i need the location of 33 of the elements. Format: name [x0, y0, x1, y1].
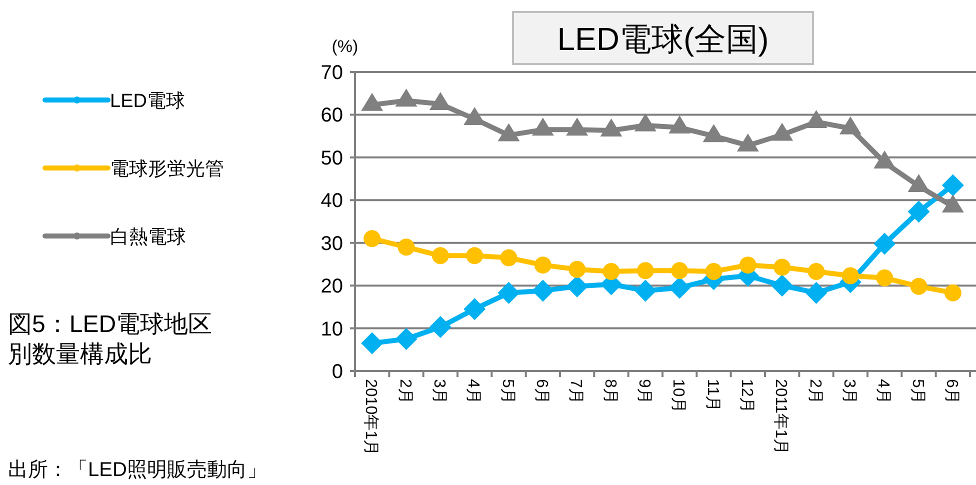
- y-tick-label: 40: [320, 190, 343, 212]
- x-tick-label: 2011年1月: [772, 379, 790, 454]
- text: 出所：「LED照明販売動向」: [8, 459, 267, 481]
- x-tick-label: 7月: [567, 379, 584, 404]
- x-tick-label: 5月: [908, 379, 926, 404]
- y-tick-label: 0: [332, 361, 343, 383]
- y-tick-label: 20: [320, 276, 343, 298]
- x-tick-label: 3月: [840, 379, 858, 404]
- x-tick-label: 8月: [601, 379, 618, 404]
- y-tick-label: 70: [320, 62, 343, 84]
- x-tick-label: 10月: [670, 379, 687, 413]
- y-tick-label: 30: [320, 232, 343, 255]
- y-tick-label: 60: [320, 104, 343, 127]
- caption: 図5：LED電球地区別数量構成比: [8, 311, 212, 368]
- chart-title: LED電球(全国): [557, 21, 769, 57]
- x-tick-label: 2月: [396, 379, 414, 404]
- x-tick-label: 6月: [532, 379, 550, 404]
- x-tick-label: 5月: [498, 379, 516, 404]
- x-tick-label: 9月: [635, 379, 652, 404]
- x-tick-label: 2月: [806, 379, 824, 404]
- x-tick-label: 12月: [738, 379, 755, 413]
- y-tick-label: 10: [320, 318, 343, 340]
- x-tick-label: 3月: [430, 379, 448, 404]
- x-tick-label: 4月: [464, 379, 482, 404]
- legend-label: 白熱電球: [110, 227, 186, 248]
- x-tick-label: 2010年1月: [362, 379, 380, 456]
- x-tick-label: 4月: [874, 379, 892, 404]
- y-axis-title: (%): [332, 37, 358, 56]
- x-tick-label: 11月: [704, 379, 721, 412]
- y-tick-label: 50: [320, 147, 343, 170]
- x-tick-label: 6月: [942, 379, 960, 404]
- legend-label: LED電球: [110, 91, 185, 112]
- legend-label: 電球形蛍光管: [110, 159, 224, 180]
